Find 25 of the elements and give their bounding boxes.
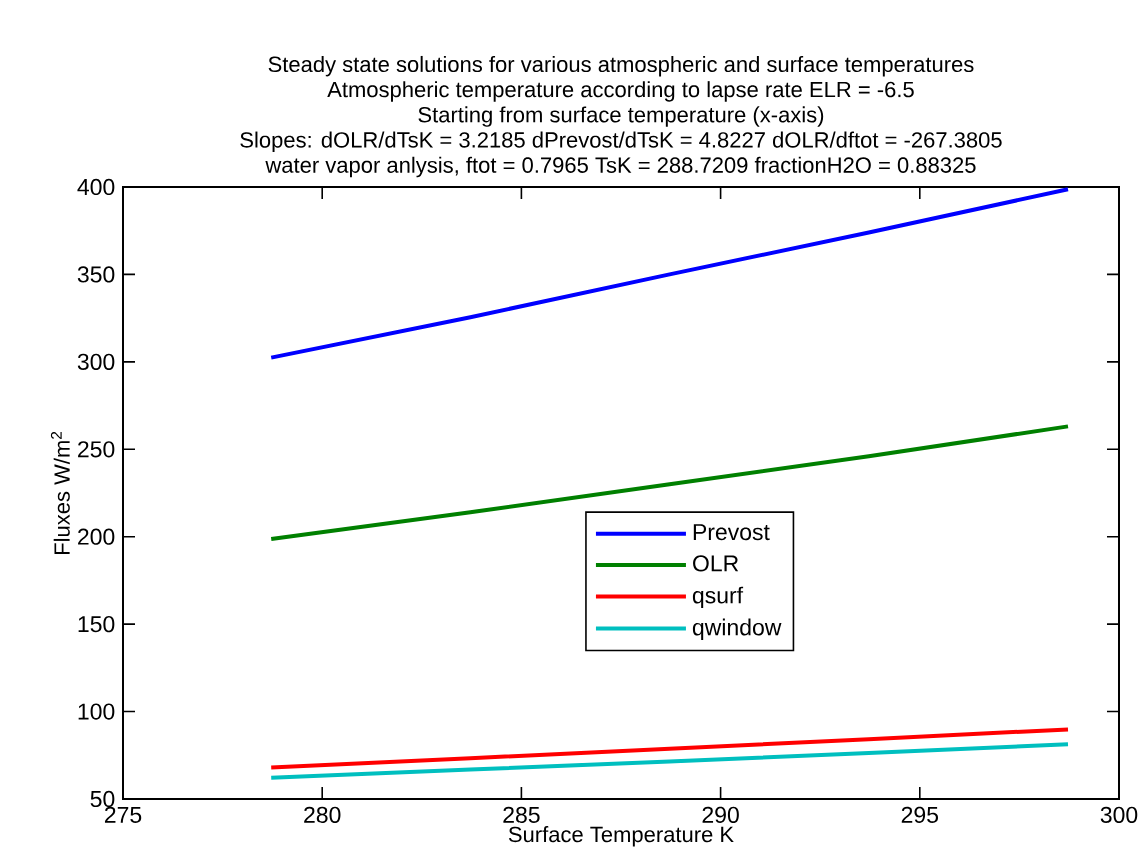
- x-tick-label: 280: [304, 806, 341, 823]
- x-tick-label: 285: [503, 806, 540, 823]
- y-tick-label: 50: [90, 790, 115, 808]
- text: Starting from surface temperature (x-axis): [418, 106, 824, 127]
- y-axis-title: Fluxes W/m$^{2}$: [50, 431, 70, 554]
- legend-label: qwindow: [692, 618, 782, 640]
- x-tick-label: 295: [901, 806, 939, 823]
- x-tick-label: 275: [104, 806, 142, 823]
- x-tick-label: 290: [702, 806, 739, 823]
- y-tick-label: 300: [77, 353, 115, 370]
- y-tick-label: 400: [77, 178, 115, 196]
- legend-label: OLR: [693, 555, 739, 572]
- y-tick-label: 250: [78, 441, 115, 458]
- text: Atmospheric temperature according to lapse rate ELR = -6.5: [327, 81, 914, 102]
- legend-label: qsurf: [692, 586, 744, 609]
- x-tick-label: 300: [1100, 806, 1138, 823]
- legend-label: Prevost: [693, 524, 770, 541]
- x-axis-title: Surface Temperature K: [508, 826, 734, 847]
- text: Slopes: dOLR/dTsK = 3.2185 dPrevost/dTsK = 4.8227 dOLR/dftot = -267.3805: [240, 131, 1002, 153]
- y-tick-label: 200: [78, 528, 115, 545]
- y-tick-label: 100: [78, 703, 115, 720]
- chart-title: Steady state solutions for various atmospheric and surface temperatures: [268, 55, 974, 77]
- text: water vapor anlysis, ftot = 0.7965 TsK = 288.7209 fractionH2O = 0.88325: [265, 156, 976, 178]
- y-tick-label: 350: [77, 266, 115, 283]
- y-tick-label: 150: [78, 615, 115, 633]
